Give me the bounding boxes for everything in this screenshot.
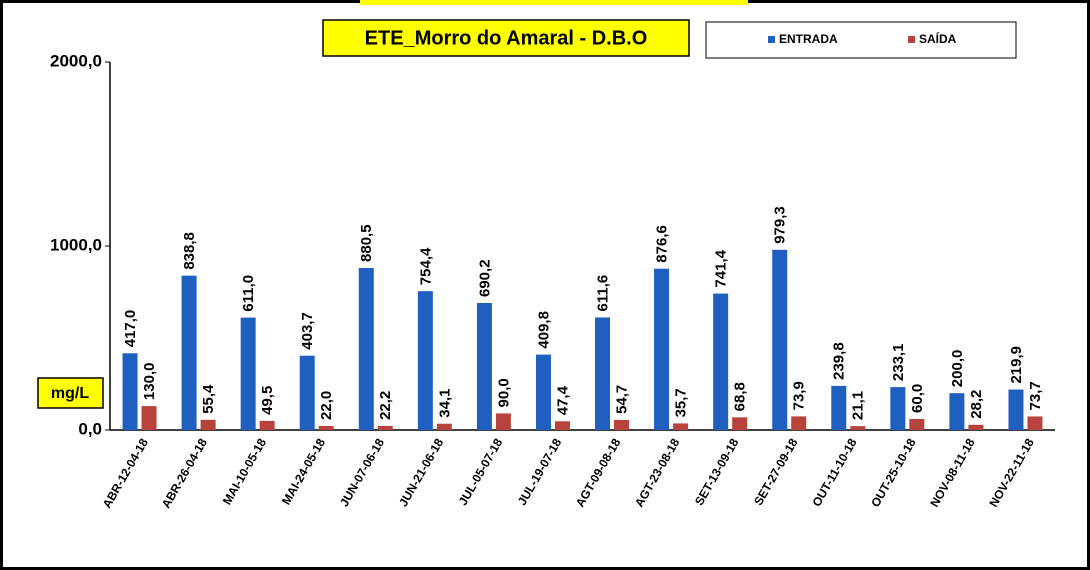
bar: [654, 268, 670, 430]
bar: [1027, 416, 1043, 430]
legend-label: ENTRADA: [779, 32, 838, 46]
bar: [831, 385, 847, 430]
bar: [850, 426, 866, 430]
bar: [732, 417, 748, 430]
bar: [358, 267, 374, 430]
bar: [1008, 389, 1024, 430]
data-label: 239,8: [831, 342, 848, 380]
data-label: 22,0: [318, 391, 335, 420]
y-axis-label: mg/L: [51, 385, 89, 402]
bar: [417, 291, 433, 430]
title-box: [322, 19, 690, 57]
bar: [318, 425, 334, 430]
data-label: 409,8: [535, 311, 552, 349]
y-label-box: [37, 377, 104, 409]
data-label: 73,9: [791, 381, 808, 410]
bar: [595, 317, 611, 430]
bar: [890, 387, 906, 430]
data-label: 403,7: [299, 312, 316, 350]
data-label: 130,0: [141, 363, 158, 401]
bar: [181, 275, 197, 430]
bar: [436, 423, 452, 430]
bar: [673, 423, 689, 430]
data-label: 22,2: [377, 391, 394, 420]
bar: [968, 424, 984, 430]
chart-title: ETE_Morro do Amaral - D.B.O: [365, 27, 648, 49]
data-label: 47,4: [554, 385, 571, 415]
data-label: 611,0: [240, 275, 257, 312]
data-label: 219,9: [1008, 346, 1025, 384]
legend-label: SAÍDA: [919, 31, 957, 46]
bar: [554, 421, 570, 430]
data-label: 54,7: [614, 385, 631, 414]
data-label: 880,5: [358, 224, 375, 262]
bar: [535, 354, 551, 430]
data-label: 73,7: [1027, 381, 1044, 410]
bar: [122, 353, 138, 430]
top-strip: [360, 0, 748, 5]
data-label: 754,4: [417, 247, 434, 285]
y-tick-label: 2000,0: [50, 51, 102, 70]
bar: [772, 249, 788, 430]
data-label: 233,1: [890, 344, 907, 382]
bar: [259, 420, 275, 430]
y-tick-label: 0,0: [78, 419, 102, 438]
data-label: 34,1: [436, 389, 453, 418]
y-tick-label: 1000,0: [50, 235, 102, 254]
data-label: 21,1: [850, 391, 867, 420]
data-label: 55,4: [200, 384, 217, 414]
data-label: 979,3: [772, 206, 789, 244]
data-label: 876,6: [654, 225, 671, 263]
data-label: 35,7: [673, 388, 690, 417]
bar: [476, 303, 492, 430]
legend-swatch: [908, 36, 915, 43]
bar: [614, 419, 630, 430]
bar: [240, 317, 256, 430]
data-label: 690,2: [476, 259, 493, 297]
data-label: 60,0: [909, 384, 926, 413]
data-label: 838,8: [181, 232, 198, 270]
bar: [949, 393, 965, 430]
data-label: 49,5: [259, 386, 276, 415]
data-label: 28,2: [968, 390, 985, 419]
bar: [791, 416, 807, 430]
legend: [705, 21, 1017, 59]
data-label: 611,6: [595, 275, 612, 312]
data-label: 741,4: [713, 249, 730, 287]
bar: [377, 425, 393, 430]
bar: [299, 355, 315, 430]
data-label: 200,0: [949, 350, 966, 388]
bar: [495, 413, 511, 430]
data-label: 68,8: [732, 382, 749, 411]
data-label: 90,0: [495, 378, 512, 407]
legend-swatch: [768, 36, 775, 43]
bar: [200, 419, 216, 430]
data-label: 417,0: [122, 310, 139, 348]
bar: [141, 406, 157, 430]
bar: [713, 293, 729, 430]
bar: [909, 418, 925, 430]
